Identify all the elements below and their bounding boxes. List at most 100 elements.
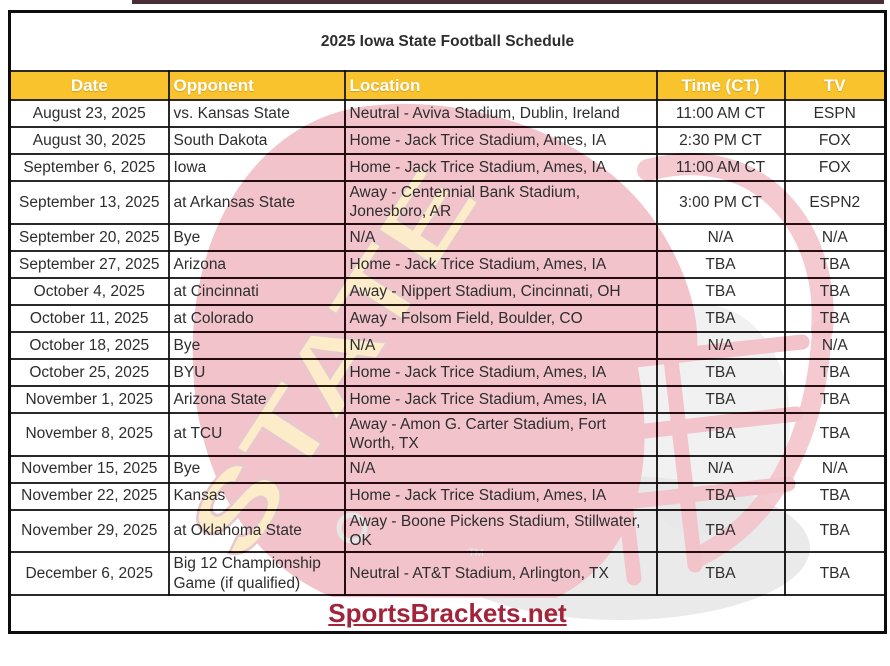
cell-opponent: Arizona [167, 249, 346, 279]
sportsbrackets-link[interactable]: SportsBrackets.net [328, 598, 567, 628]
cell-location: Home - Jack Trice Stadium, Ames, IA [343, 357, 658, 387]
cell-date: October 11, 2025 [8, 303, 170, 333]
cell-date: October 18, 2025 [8, 330, 170, 360]
cell-date: August 30, 2025 [8, 126, 170, 155]
schedule-row: October 11, 2025 at Colorado Away - Folsom… [8, 303, 887, 333]
cell-time: 11:00 AM CT [655, 153, 786, 182]
cell-date: October 25, 2025 [8, 357, 170, 387]
cell-location: Home - Jack Trice Stadium, Ames, IA [343, 153, 658, 182]
cell-time: TBA [655, 411, 786, 457]
page-title: 2025 Iowa State Football Schedule [8, 10, 887, 72]
footer-cell: SportsBrackets.net [8, 594, 887, 633]
cell-tv: TBA [783, 551, 887, 596]
cell-time: TBA [655, 303, 786, 333]
cell-time: N/A [655, 454, 786, 484]
cell-opponent: at Colorado [167, 303, 346, 333]
cell-time: TBA [655, 481, 786, 511]
cell-date: December 6, 2025 [8, 551, 170, 596]
cell-time: TBA [655, 357, 786, 387]
cell-tv: ESPN2 [783, 180, 887, 225]
cell-tv: N/A [783, 222, 887, 252]
cell-opponent: at Cincinnati [167, 276, 346, 306]
cell-location: Away - Centennial Bank Stadium, Jonesbor… [343, 180, 658, 225]
cell-time: TBA [655, 249, 786, 279]
cell-location: N/A [343, 454, 658, 484]
column-header-time: Time (CT) [655, 70, 786, 101]
column-header-tv: TV [783, 70, 887, 101]
schedule-row: November 8, 2025 at TCU Away - Amon G. Car… [8, 411, 887, 457]
cell-date: November 22, 2025 [8, 481, 170, 511]
cell-location: N/A [343, 330, 658, 360]
schedule-row: December 6, 2025 Big 12 Championship Game… [8, 551, 887, 596]
cell-location: Home - Jack Trice Stadium, Ames, IA [343, 481, 658, 511]
cell-tv: TBA [783, 481, 887, 511]
cell-opponent: Bye [167, 222, 346, 252]
cell-time: 2:30 PM CT [655, 126, 786, 155]
cell-tv: TBA [783, 384, 887, 414]
cell-opponent: Arizona State [167, 384, 346, 414]
title-row: 2025 Iowa State Football Schedule [8, 10, 887, 72]
cell-date: November 29, 2025 [8, 508, 170, 554]
cell-location: Home - Jack Trice Stadium, Ames, IA [343, 126, 658, 155]
schedule-row: October 4, 2025 at Cincinnati Away - Nippe… [8, 276, 887, 306]
cell-time: TBA [655, 508, 786, 554]
schedule-row: September 27, 2025 Arizona Home - Jack Tri… [8, 249, 887, 279]
cell-location: Away - Boone Pickens Stadium, Stillwater… [343, 508, 658, 554]
header-row: Date Opponent Location Time (CT) TV [8, 70, 887, 101]
column-header-opponent: Opponent [167, 70, 346, 101]
cell-tv: N/A [783, 330, 887, 360]
cell-opponent: at TCU [167, 411, 346, 457]
cell-opponent: at Arkansas State [167, 180, 346, 225]
cell-date: September 6, 2025 [8, 153, 170, 182]
schedule-row: August 23, 2025 vs. Kansas State Neutral -… [8, 99, 887, 128]
cell-tv: TBA [783, 276, 887, 306]
cell-date: November 8, 2025 [8, 411, 170, 457]
schedule-row: November 1, 2025 Arizona State Home - Jack… [8, 384, 887, 414]
cell-time: TBA [655, 276, 786, 306]
schedule-row: September 13, 2025 at Arkansas State Away … [8, 180, 887, 225]
cell-opponent: BYU [167, 357, 346, 387]
schedule-row: September 6, 2025 Iowa Home - Jack Trice S… [8, 153, 887, 182]
cell-location: N/A [343, 222, 658, 252]
schedule-row: August 30, 2025 South Dakota Home - Jack T… [8, 126, 887, 155]
cell-opponent: vs. Kansas State [167, 99, 346, 128]
schedule-row: September 20, 2025 Bye N/A N/A N/A [8, 222, 887, 252]
cell-opponent: Big 12 Championship Game (if qualified) [167, 551, 346, 596]
top-edge-artifact [132, 0, 884, 4]
cell-tv: ESPN [783, 99, 887, 128]
cell-opponent: Iowa [167, 153, 346, 182]
cell-date: October 4, 2025 [8, 276, 170, 306]
cell-time: TBA [655, 551, 786, 596]
cell-location: Home - Jack Trice Stadium, Ames, IA [343, 384, 658, 414]
cell-date: September 20, 2025 [8, 222, 170, 252]
cell-tv: TBA [783, 357, 887, 387]
cell-date: September 13, 2025 [8, 180, 170, 225]
cell-location: Neutral - AT&T Stadium, Arlington, TX [343, 551, 658, 596]
cell-opponent: Bye [167, 454, 346, 484]
cell-location: Away - Nippert Stadium, Cincinnati, OH [343, 276, 658, 306]
cell-location: Home - Jack Trice Stadium, Ames, IA [343, 249, 658, 279]
schedule-row: November 29, 2025 at Oklahoma State Away -… [8, 508, 887, 554]
column-header-location: Location [343, 70, 658, 101]
cell-tv: TBA [783, 411, 887, 457]
cell-time: 3:00 PM CT [655, 180, 786, 225]
cell-opponent: Bye [167, 330, 346, 360]
cell-time: 11:00 AM CT [655, 99, 786, 128]
cell-date: August 23, 2025 [8, 99, 170, 128]
column-header-date: Date [8, 70, 170, 101]
schedule-table: 2025 Iowa State Football Schedule Date O… [8, 10, 888, 634]
cell-tv: FOX [783, 126, 887, 155]
cell-time: TBA [655, 384, 786, 414]
cell-tv: TBA [783, 249, 887, 279]
cell-opponent: at Oklahoma State [167, 508, 346, 554]
schedule-row: October 18, 2025 Bye N/A N/A N/A [8, 330, 887, 360]
schedule-row: November 22, 2025 Kansas Home - Jack Trice… [8, 481, 887, 511]
schedule-body: August 23, 2025 vs. Kansas State Neutral -… [8, 99, 887, 596]
schedule-row: November 15, 2025 Bye N/A N/A N/A [8, 454, 887, 484]
cell-time: N/A [655, 222, 786, 252]
cell-location: Away - Folsom Field, Boulder, CO [343, 303, 658, 333]
cell-date: September 27, 2025 [8, 249, 170, 279]
cell-tv: N/A [783, 454, 887, 484]
cell-opponent: Kansas [167, 481, 346, 511]
